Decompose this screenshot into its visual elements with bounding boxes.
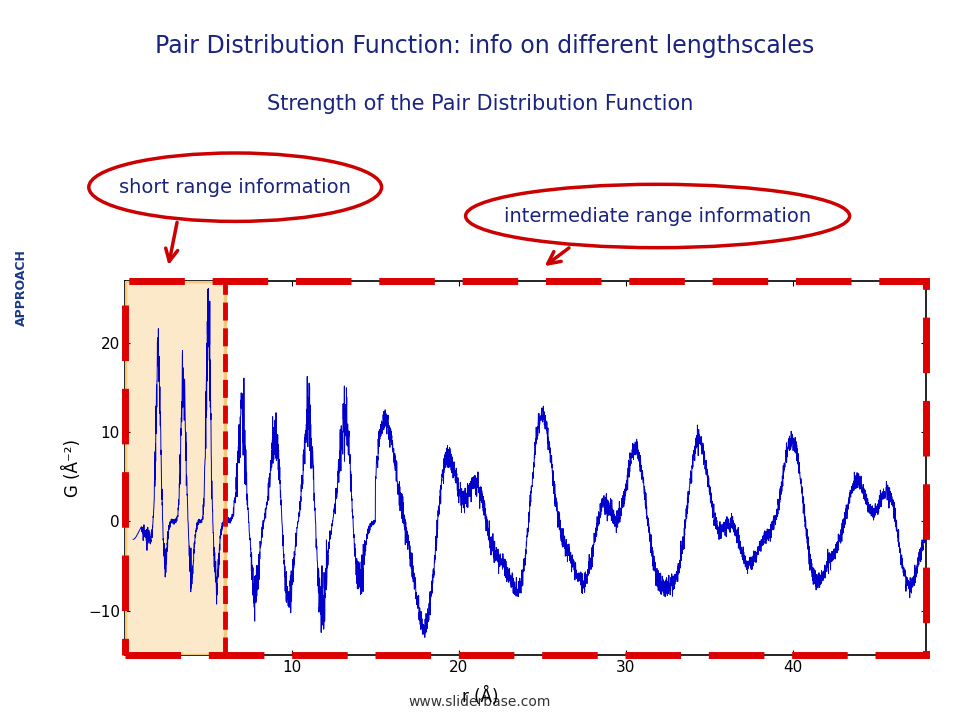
Bar xyxy=(125,281,225,655)
Text: Strength of the Pair Distribution Function: Strength of the Pair Distribution Functi… xyxy=(267,94,693,114)
Bar xyxy=(125,281,926,655)
Text: short range information: short range information xyxy=(119,178,351,197)
Text: www.sliderbase.com: www.sliderbase.com xyxy=(409,695,551,709)
Text: Pair Distribution Function: info on different lengthscales: Pair Distribution Function: info on diff… xyxy=(156,34,814,58)
Text: r (Å): r (Å) xyxy=(462,687,498,706)
Y-axis label: G (Å⁻²): G (Å⁻²) xyxy=(63,439,83,497)
Bar xyxy=(125,281,225,655)
Text: APPROACH: APPROACH xyxy=(14,250,28,326)
Text: intermediate range information: intermediate range information xyxy=(504,207,811,225)
